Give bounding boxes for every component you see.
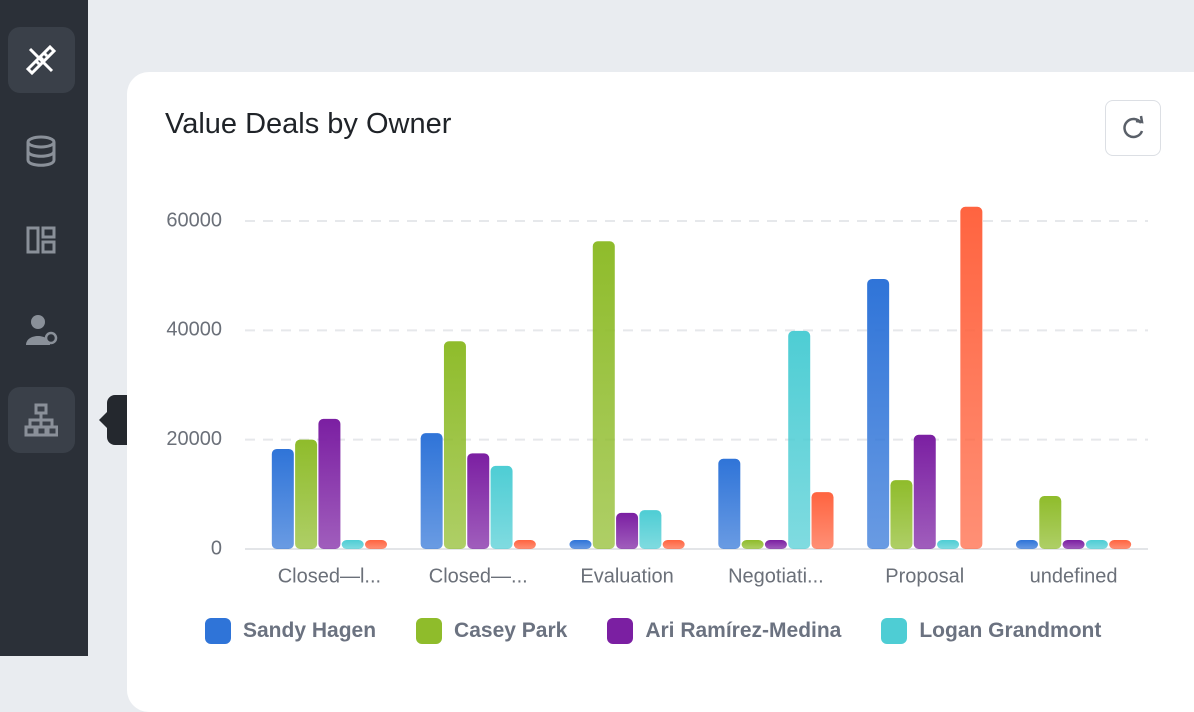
chart-title: Value Deals by Owner xyxy=(165,108,452,140)
bar xyxy=(490,465,513,549)
legend-swatch xyxy=(607,618,634,644)
legend-item[interactable]: Sandy Hagen xyxy=(205,618,376,644)
bar xyxy=(1062,540,1085,549)
legend-swatch xyxy=(205,618,231,644)
bar xyxy=(913,434,936,549)
bar xyxy=(365,540,388,549)
bar xyxy=(271,448,294,549)
legend-item[interactable]: Logan Grandmont xyxy=(881,618,1101,644)
icon xyxy=(26,226,56,254)
bar xyxy=(718,458,741,549)
bar xyxy=(569,540,592,549)
legend-swatch xyxy=(881,618,908,644)
y-tick-label: 0 xyxy=(211,537,222,559)
legend-label: Sandy Hagen xyxy=(243,619,377,642)
bar xyxy=(443,341,466,549)
y-tick-label: 20000 xyxy=(166,428,222,450)
bar xyxy=(420,433,443,549)
bar xyxy=(811,492,834,549)
legend-label: Casey Park xyxy=(454,619,568,642)
icon xyxy=(25,44,57,76)
bar xyxy=(295,439,318,549)
y-tick-label: 60000 xyxy=(166,209,222,231)
bar xyxy=(890,480,913,549)
legend: Sandy Hagen Casey Park Ari Ramírez-Medina L… xyxy=(205,618,1101,644)
legend-label: Ari Ramírez-Medina xyxy=(645,619,842,642)
bar xyxy=(1039,495,1062,549)
x-tick-label: Evaluation xyxy=(580,565,673,587)
refresh-button[interactable] xyxy=(1105,100,1161,156)
bar xyxy=(467,453,490,549)
bar xyxy=(867,278,890,549)
x-tick-label: Closed—... xyxy=(429,565,528,587)
icon xyxy=(26,315,58,345)
nav-users[interactable] xyxy=(8,297,75,363)
x-tick-label: Proposal xyxy=(885,565,964,587)
bar xyxy=(513,540,536,549)
nav-database[interactable] xyxy=(8,118,75,184)
icon xyxy=(24,403,58,437)
icon xyxy=(26,135,56,167)
legend-item[interactable]: Ari Ramírez-Medina xyxy=(607,618,841,644)
bar xyxy=(960,206,983,549)
bar xyxy=(592,241,615,549)
bar xyxy=(788,330,811,549)
legend-swatch xyxy=(416,618,443,644)
bar xyxy=(341,540,364,549)
bar xyxy=(1015,540,1038,549)
sidebar xyxy=(0,0,88,656)
bar xyxy=(937,540,960,549)
x-tick-label: Negotiati... xyxy=(728,565,824,587)
nav-automations[interactable] xyxy=(8,387,75,453)
y-tick-label: 40000 xyxy=(166,319,222,341)
legend-item[interactable]: Casey Park xyxy=(416,618,567,644)
bar xyxy=(662,540,685,549)
bar xyxy=(1085,540,1108,549)
bar xyxy=(741,540,764,549)
x-tick-label: Closed—l... xyxy=(278,565,381,587)
x-tick-label: undefined xyxy=(1030,565,1118,587)
bar xyxy=(764,540,787,549)
chart: 0 20000 40000 60000 Closed—l... Closed—... Eva… xyxy=(166,206,1148,587)
nav-design[interactable] xyxy=(8,27,75,93)
bar xyxy=(639,510,662,549)
bar xyxy=(616,512,639,549)
legend-label: Logan Grandmont xyxy=(919,619,1102,642)
nav-layout[interactable] xyxy=(8,207,75,273)
icon xyxy=(1123,115,1144,139)
bar xyxy=(1109,540,1132,549)
bar xyxy=(318,418,341,549)
card xyxy=(127,72,1194,712)
